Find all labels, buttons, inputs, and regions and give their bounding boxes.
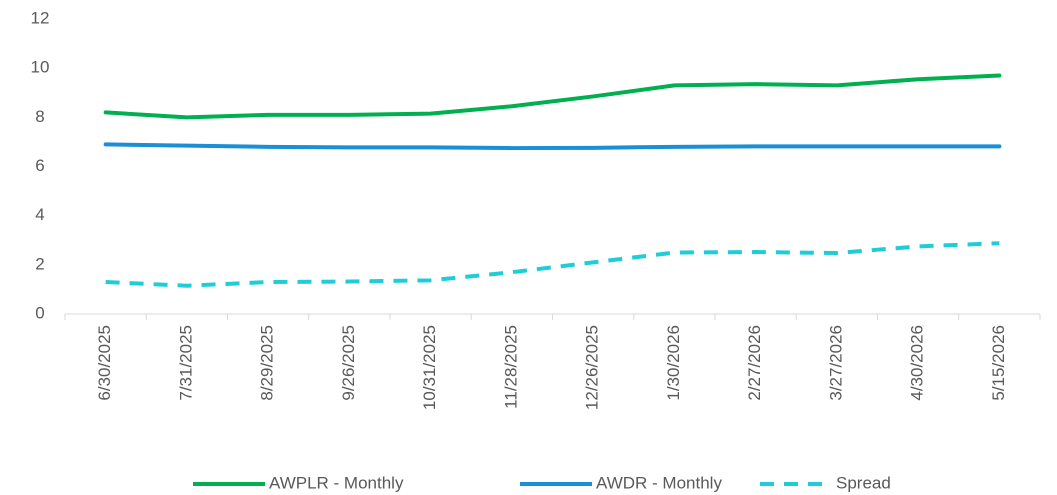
x-tick-label: 7/31/2025 (176, 325, 195, 401)
x-tick-label: 4/30/2026 (908, 325, 927, 401)
x-tick-label: 6/30/2025 (95, 325, 114, 401)
y-tick-label: 0 (35, 303, 44, 322)
series-line (105, 241, 1000, 288)
legend-label: AWDR - Monthly (596, 473, 722, 492)
y-tick-label: 8 (35, 107, 44, 126)
x-tick-label: 2/27/2026 (745, 325, 764, 401)
y-tick-label: 4 (35, 205, 44, 224)
legend-label: AWPLR - Monthly (269, 473, 404, 492)
y-tick-label: 12 (31, 8, 50, 27)
x-tick-label: 8/29/2025 (258, 325, 277, 401)
x-tick-label: 9/26/2025 (339, 325, 358, 401)
y-tick-label: 10 (31, 58, 50, 77)
x-tick-label: 11/28/2025 (501, 325, 520, 409)
x-tick-label: 10/31/2025 (420, 325, 439, 410)
x-tick-label: 12/26/2025 (583, 325, 602, 410)
y-tick-label: 2 (35, 254, 44, 273)
x-tick-label: 3/27/2026 (826, 325, 845, 401)
legend-label: Spread (836, 473, 891, 492)
series-line (103, 73, 1002, 120)
x-tick-label: 1/30/2026 (664, 325, 683, 401)
x-tick-label: 5/15/2026 (989, 325, 1008, 401)
y-tick-label: 6 (35, 156, 44, 175)
series-line (103, 142, 1002, 151)
